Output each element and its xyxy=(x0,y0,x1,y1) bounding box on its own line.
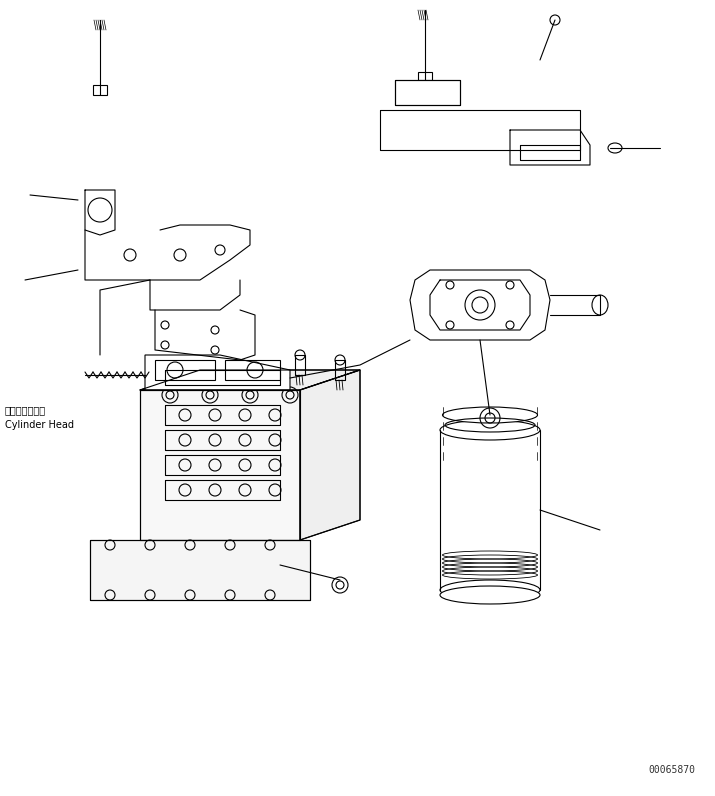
Ellipse shape xyxy=(440,580,540,600)
Ellipse shape xyxy=(443,407,538,423)
Polygon shape xyxy=(410,270,550,340)
Bar xyxy=(418,72,432,80)
Polygon shape xyxy=(140,390,300,540)
Polygon shape xyxy=(90,540,310,600)
Text: 00065870: 00065870 xyxy=(648,765,695,775)
Ellipse shape xyxy=(440,420,540,440)
Polygon shape xyxy=(300,370,360,540)
Polygon shape xyxy=(145,355,290,390)
Ellipse shape xyxy=(440,586,540,604)
Bar xyxy=(155,360,215,380)
Polygon shape xyxy=(140,370,360,390)
Text: Cylinder Head: Cylinder Head xyxy=(5,420,74,430)
Text: シリンダヘッド: シリンダヘッド xyxy=(5,405,46,415)
Polygon shape xyxy=(395,80,460,105)
Bar xyxy=(225,360,280,380)
Bar xyxy=(93,85,107,95)
